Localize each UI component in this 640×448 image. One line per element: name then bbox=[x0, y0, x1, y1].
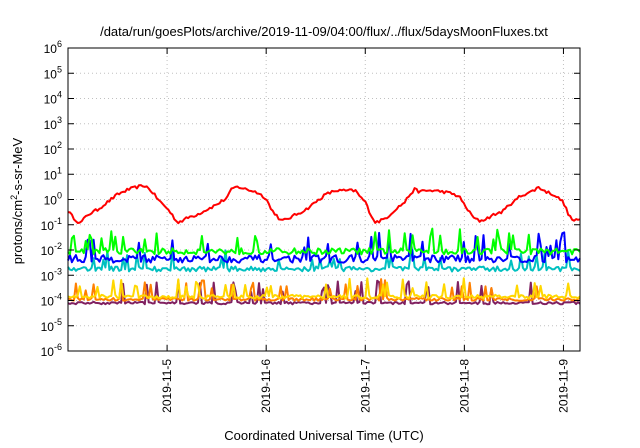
y-tick-base: 10 bbox=[41, 295, 55, 309]
y-tick-base: 10 bbox=[44, 143, 58, 157]
y-tick-label: 102 bbox=[44, 140, 62, 157]
y-tick-label: 105 bbox=[44, 64, 62, 81]
chart-title: /data/run/goesPlots/archive/2019-11-09/0… bbox=[100, 24, 548, 39]
y-tick-base: 10 bbox=[41, 269, 55, 283]
y-tick-exponent: -4 bbox=[54, 292, 62, 302]
series-line bbox=[67, 231, 581, 264]
y-tick-exponent: -6 bbox=[54, 342, 62, 352]
y-tick-exponent: 4 bbox=[57, 90, 62, 100]
y-tick-exponent: -5 bbox=[54, 317, 62, 327]
y-axis-label: protons/cm2-s-sr-MeV bbox=[9, 137, 25, 264]
y-axis-label-sup: 2 bbox=[9, 195, 19, 200]
y-axis: 10-610-510-410-310-210-11001011021031041… bbox=[41, 39, 580, 359]
y-tick-base: 10 bbox=[41, 219, 55, 233]
y-tick-base: 10 bbox=[44, 42, 58, 56]
y-tick-exponent: -2 bbox=[54, 241, 62, 251]
x-tick-label: 2019-11-7 bbox=[358, 359, 372, 413]
x-axis: 2019-11-5 2019-11-6 2019-11-7 2019-11-8 2019… bbox=[160, 48, 570, 413]
x-tick-label: 2019-11-5 bbox=[160, 359, 174, 413]
y-tick-base: 10 bbox=[41, 345, 55, 359]
y-tick-base: 10 bbox=[44, 168, 58, 182]
y-tick-label: 10-5 bbox=[41, 317, 62, 334]
series-line bbox=[67, 227, 581, 256]
grid bbox=[68, 48, 580, 351]
y-axis-label-base: protons/cm bbox=[10, 200, 25, 264]
y-tick-exponent: 6 bbox=[57, 39, 62, 49]
y-tick-exponent: 2 bbox=[57, 140, 62, 150]
y-tick-base: 10 bbox=[44, 194, 58, 208]
y-tick-label: 103 bbox=[44, 115, 62, 132]
y-tick-label: 10-1 bbox=[41, 216, 62, 233]
y-tick-label: 101 bbox=[44, 165, 62, 182]
y-tick-exponent: 5 bbox=[57, 64, 62, 74]
y-tick-base: 10 bbox=[41, 320, 55, 334]
y-tick-base: 10 bbox=[44, 67, 58, 81]
series-line bbox=[67, 249, 581, 273]
y-tick-base: 10 bbox=[44, 118, 58, 132]
series-layer bbox=[67, 184, 581, 306]
y-axis-label-rest: -s-sr-MeV bbox=[10, 137, 25, 194]
y-tick-exponent: -3 bbox=[54, 266, 62, 276]
x-axis-label: Coordinated Universal Time (UTC) bbox=[224, 428, 423, 443]
series-line bbox=[67, 277, 581, 300]
y-tick-label: 10-2 bbox=[41, 241, 62, 258]
y-tick-exponent: 0 bbox=[57, 191, 62, 201]
x-tick-label: 2019-11-6 bbox=[259, 359, 273, 413]
y-tick-exponent: -1 bbox=[54, 216, 62, 226]
y-tick-exponent: 3 bbox=[57, 115, 62, 125]
y-tick-label: 100 bbox=[44, 191, 62, 208]
y-tick-label: 10-3 bbox=[41, 266, 62, 283]
y-tick-label: 10-6 bbox=[41, 342, 62, 359]
series-line bbox=[67, 279, 581, 306]
series-line bbox=[67, 184, 581, 225]
y-tick-label: 106 bbox=[44, 39, 62, 56]
y-tick-label: 104 bbox=[44, 90, 62, 107]
y-tick-label: 10-4 bbox=[41, 292, 62, 309]
x-tick-label: 2019-11-8 bbox=[457, 359, 471, 413]
x-tick-label: 2019-11-9 bbox=[556, 359, 570, 413]
y-tick-base: 10 bbox=[41, 244, 55, 258]
y-tick-exponent: 1 bbox=[57, 165, 62, 175]
y-tick-base: 10 bbox=[44, 93, 58, 107]
